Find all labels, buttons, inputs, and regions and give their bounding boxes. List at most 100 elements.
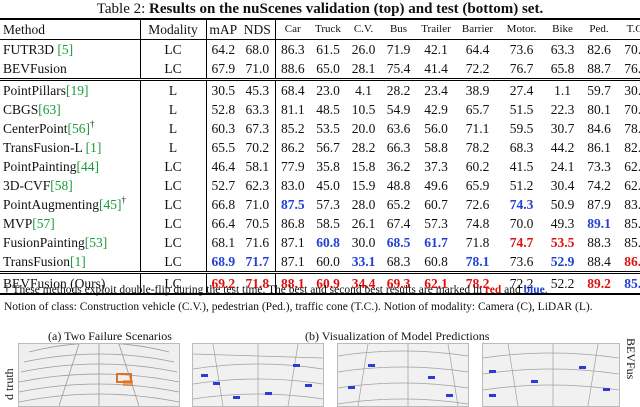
nds-cell: 70.2 bbox=[240, 138, 276, 157]
class-ap-cell: 64.4 bbox=[465, 42, 490, 57]
modality-cell: LC bbox=[140, 214, 207, 233]
class-ap-cell: 10.5 bbox=[351, 102, 376, 117]
class-ap-cell: 70.0 bbox=[509, 216, 534, 231]
dagger-mark: † bbox=[121, 195, 127, 205]
citation-ref: [1] bbox=[85, 140, 102, 155]
method-name: PointPainting[44] bbox=[0, 157, 141, 176]
class-ap-cell: 42.9 bbox=[424, 102, 448, 117]
table-row: FusionPainting[53] LC 68.1 71.6 87.1 60.8 30.0… bbox=[0, 233, 640, 252]
class-ap-cell: 86.8 bbox=[280, 216, 305, 231]
class-ap-cell: 62.9 bbox=[624, 178, 640, 193]
header-modality: Modality bbox=[140, 18, 207, 40]
class-ap-cell: 41.4 bbox=[424, 61, 448, 76]
class-ap-cell: 44.2 bbox=[550, 140, 575, 155]
citation-ref: [53] bbox=[84, 235, 108, 250]
map-cell: 67.9 bbox=[211, 61, 236, 76]
class-ap-cell: 66.3 bbox=[386, 140, 411, 155]
table-row: BEVFusion (Ours) LC 69.2 71.8 88.1 60.9 34.4 69… bbox=[0, 271, 640, 295]
table-row: PointPainting[44] LC 46.4 58.1 77.9 35.8 15.8 3… bbox=[0, 157, 640, 176]
modality-cell: L bbox=[140, 138, 207, 157]
legend-blue-word: blue bbox=[523, 284, 545, 296]
footnote-line-2: Notion of class: Construction vehicle (C… bbox=[4, 301, 593, 313]
class-ap-cell: 28.0 bbox=[351, 197, 376, 212]
modality-cell: L bbox=[140, 119, 207, 138]
class-ap-cell: 68.3 bbox=[386, 254, 411, 269]
method-name: MVP[57] bbox=[0, 214, 141, 233]
class-ap-cell: 28.1 bbox=[351, 61, 376, 76]
class-ap-cell: 62.4 bbox=[624, 159, 640, 174]
map-cell: 66.4 bbox=[211, 216, 236, 231]
class-ap-cell: 37.3 bbox=[424, 159, 448, 174]
class-ap-cell: 65.0 bbox=[316, 61, 340, 76]
class-ap-cell: 26.0 bbox=[351, 42, 376, 57]
table-row: PointAugmenting[45]† LC 66.8 71.0 87.5 57.3 28… bbox=[0, 195, 640, 214]
modality-cell: LC bbox=[140, 39, 207, 59]
header-class: Truck bbox=[310, 18, 346, 40]
method-name: TransFusion-L [1] bbox=[0, 138, 141, 157]
modality-cell: LC bbox=[140, 59, 207, 80]
class-ap-cell: 75.4 bbox=[386, 61, 411, 76]
citation-ref: [56] bbox=[67, 121, 91, 136]
class-ap-cell: 78.4 bbox=[624, 121, 640, 136]
class-ap-cell: 88.3 bbox=[587, 235, 611, 250]
class-ap-cell: 67.4 bbox=[386, 216, 411, 231]
class-ap-cell: 45.0 bbox=[316, 178, 340, 193]
class-ap-cell: 88.6 bbox=[280, 61, 305, 76]
method-name: BEVFusion (Ours) bbox=[0, 271, 141, 295]
class-ap-cell: 88.7 bbox=[587, 61, 611, 76]
class-ap-cell: 85.0 bbox=[624, 235, 640, 250]
class-ap-cell: 83.0 bbox=[280, 178, 305, 193]
class-ap-cell: 38.9 bbox=[456, 78, 499, 100]
class-ap-cell: 73.3 bbox=[587, 159, 611, 174]
table-row: FUTR3D [5] LC 64.2 68.0 86.3 61.5 26.0 71.9 42.1… bbox=[0, 39, 640, 59]
nds-cell: 71.8 bbox=[240, 271, 276, 295]
class-ap-cell: 23.0 bbox=[310, 78, 346, 100]
class-ap-cell: 89.1 bbox=[587, 216, 611, 231]
class-ap-cell: 59.7 bbox=[581, 78, 617, 100]
table-caption: Table 2: Results on the nuScenes validat… bbox=[0, 0, 640, 18]
failure-scenario-image bbox=[18, 343, 180, 407]
map-cell: 60.3 bbox=[211, 121, 236, 136]
class-ap-cell: 15.8 bbox=[351, 159, 376, 174]
class-ap-cell: 76.9 bbox=[624, 61, 640, 76]
modality-cell: LC bbox=[140, 195, 207, 214]
header-class: Car bbox=[275, 18, 310, 40]
class-ap-cell: 68.4 bbox=[275, 78, 310, 100]
class-ap-cell: 80.1 bbox=[587, 102, 611, 117]
class-ap-cell: 20.0 bbox=[351, 121, 376, 136]
table-row: TransFusion-L [1] L 65.5 70.2 86.2 56.7 28.2 66… bbox=[0, 138, 640, 157]
method-name: BEVFusion bbox=[0, 59, 141, 80]
citation-ref: [57] bbox=[32, 216, 55, 231]
header-method: Method bbox=[0, 18, 141, 40]
class-ap-cell: 76.7 bbox=[509, 61, 534, 76]
class-ap-cell: 60.8 bbox=[316, 235, 340, 250]
class-ap-cell: 41.5 bbox=[509, 159, 534, 174]
class-ap-cell: 48.8 bbox=[386, 178, 411, 193]
class-ap-cell: 35.8 bbox=[316, 159, 340, 174]
class-ap-cell: 68.3 bbox=[509, 140, 534, 155]
method-name: PointAugmenting[45]† bbox=[0, 195, 141, 214]
class-ap-cell: 74.8 bbox=[465, 216, 490, 231]
class-ap-cell: 71.8 bbox=[465, 235, 490, 250]
class-ap-cell: 62.1 bbox=[416, 271, 456, 295]
class-ap-cell: 65.9 bbox=[465, 178, 490, 193]
method-name: 3D-CVF[58] bbox=[0, 176, 141, 195]
class-ap-cell: 22.3 bbox=[550, 102, 575, 117]
class-ap-cell: 54.9 bbox=[386, 102, 411, 117]
class-ap-cell: 65.8 bbox=[550, 61, 575, 76]
class-ap-cell: 69.3 bbox=[381, 271, 416, 295]
class-ap-cell: 72.6 bbox=[465, 197, 490, 212]
class-ap-cell: 60.9 bbox=[310, 271, 346, 295]
header-class: Barrier bbox=[456, 18, 499, 40]
prediction-scan-3 bbox=[483, 344, 619, 406]
class-ap-cell: 42.1 bbox=[424, 42, 448, 57]
class-ap-cell: 4.1 bbox=[346, 78, 381, 100]
method-name: CenterPoint[56]† bbox=[0, 119, 141, 138]
class-ap-cell: 59.5 bbox=[509, 121, 534, 136]
map-cell: 65.5 bbox=[211, 140, 236, 155]
nds-cell: 63.3 bbox=[240, 100, 276, 119]
map-cell: 66.8 bbox=[211, 197, 236, 212]
panel-a-title: (a) Two Failure Scenarios bbox=[48, 329, 172, 343]
class-ap-cell: 72.2 bbox=[499, 271, 544, 295]
modality-cell: LC bbox=[140, 252, 207, 273]
